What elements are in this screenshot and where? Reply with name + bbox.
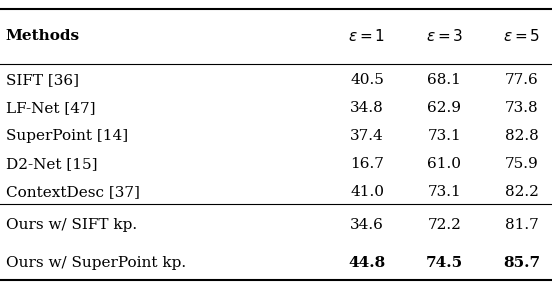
Text: D2-Net [15]: D2-Net [15] xyxy=(6,157,97,171)
Text: 75.9: 75.9 xyxy=(505,157,539,171)
Text: 82.2: 82.2 xyxy=(505,185,539,199)
Text: 73.1: 73.1 xyxy=(427,185,461,199)
Text: 74.5: 74.5 xyxy=(426,256,463,270)
Text: 37.4: 37.4 xyxy=(350,129,384,143)
Text: $\epsilon = 1$: $\epsilon = 1$ xyxy=(348,28,386,44)
Text: Ours w/ SuperPoint kp.: Ours w/ SuperPoint kp. xyxy=(6,256,185,270)
Text: 73.1: 73.1 xyxy=(427,129,461,143)
Text: SIFT [36]: SIFT [36] xyxy=(6,73,78,87)
Text: 34.6: 34.6 xyxy=(350,218,384,232)
Text: 73.8: 73.8 xyxy=(505,101,538,115)
Text: Ours w/ SIFT kp.: Ours w/ SIFT kp. xyxy=(6,218,137,232)
Text: SuperPoint [14]: SuperPoint [14] xyxy=(6,129,128,143)
Text: Methods: Methods xyxy=(6,29,79,43)
Text: 82.8: 82.8 xyxy=(505,129,539,143)
Text: 61.0: 61.0 xyxy=(427,157,461,171)
Text: ContextDesc [37]: ContextDesc [37] xyxy=(6,185,140,199)
Text: 16.7: 16.7 xyxy=(350,157,384,171)
Text: 81.7: 81.7 xyxy=(505,218,539,232)
Text: 34.8: 34.8 xyxy=(350,101,384,115)
Text: 41.0: 41.0 xyxy=(350,185,384,199)
Text: 85.7: 85.7 xyxy=(503,256,540,270)
Text: 68.1: 68.1 xyxy=(427,73,461,87)
Text: 72.2: 72.2 xyxy=(427,218,461,232)
Text: $\epsilon = 5$: $\epsilon = 5$ xyxy=(503,28,540,44)
Text: 77.6: 77.6 xyxy=(505,73,539,87)
Text: LF-Net [47]: LF-Net [47] xyxy=(6,101,95,115)
Text: 44.8: 44.8 xyxy=(348,256,386,270)
Text: 40.5: 40.5 xyxy=(350,73,384,87)
Text: $\epsilon = 3$: $\epsilon = 3$ xyxy=(426,28,463,44)
Text: 62.9: 62.9 xyxy=(427,101,461,115)
